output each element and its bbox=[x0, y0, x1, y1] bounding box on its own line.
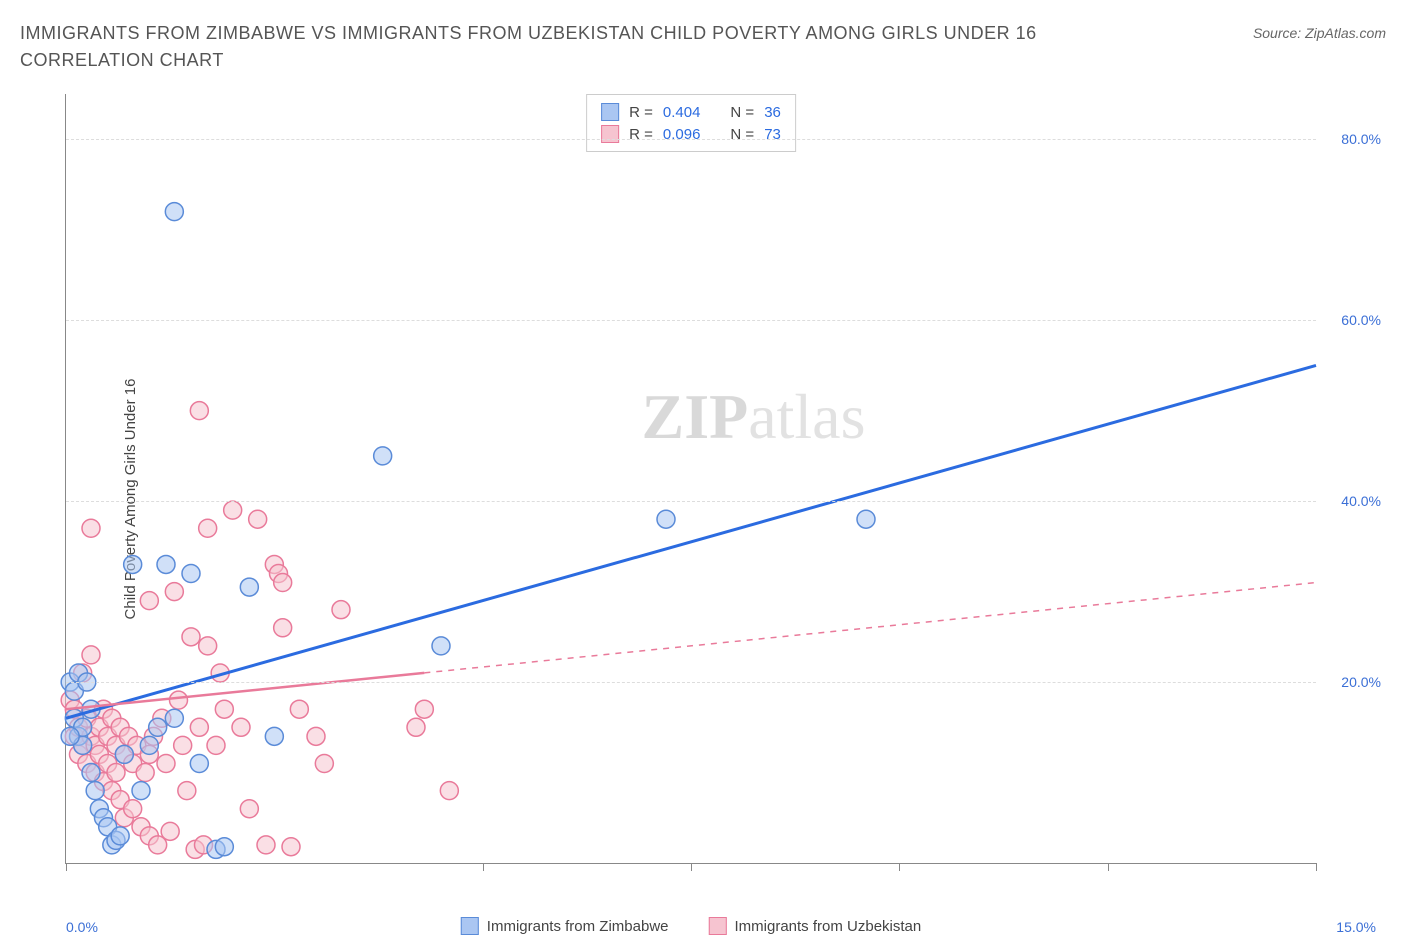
legend-item-zimbabwe: Immigrants from Zimbabwe bbox=[461, 917, 669, 935]
legend-item-uzbekistan: Immigrants from Uzbekistan bbox=[709, 917, 922, 935]
y-tick-label: 40.0% bbox=[1341, 493, 1381, 509]
y-tick-label: 60.0% bbox=[1341, 312, 1381, 328]
legend-series: Immigrants from Zimbabwe Immigrants from… bbox=[461, 917, 921, 935]
x-axis-max-label: 15.0% bbox=[1336, 919, 1376, 935]
plot-svg bbox=[66, 94, 1316, 863]
chart-title: IMMIGRANTS FROM ZIMBABWE VS IMMIGRANTS F… bbox=[20, 20, 1120, 74]
correlation-scatter-chart: Child Poverty Among Girls Under 16 ZIPat… bbox=[20, 84, 1386, 914]
x-axis-min-label: 0.0% bbox=[66, 919, 98, 935]
legend-swatch-icon bbox=[709, 917, 727, 935]
source-attribution: Source: ZipAtlas.com bbox=[1253, 25, 1386, 41]
plot-area: ZIPatlas R = 0.404 N = 36 R = 0.096 N = bbox=[65, 94, 1316, 864]
legend-swatch-icon bbox=[461, 917, 479, 935]
y-tick-label: 80.0% bbox=[1341, 131, 1381, 147]
y-tick-label: 20.0% bbox=[1341, 674, 1381, 690]
